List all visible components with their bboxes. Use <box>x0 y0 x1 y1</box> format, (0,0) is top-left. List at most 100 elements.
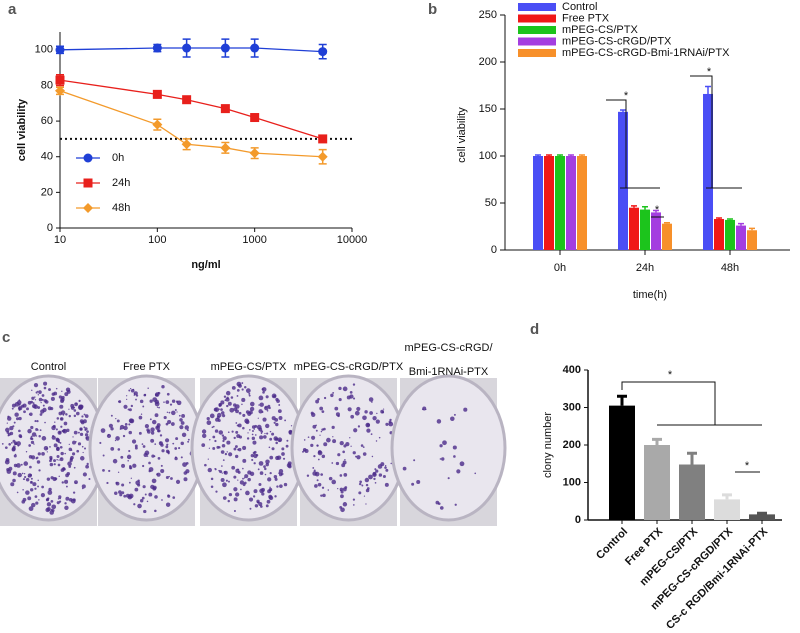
colony <box>256 501 260 504</box>
colony <box>121 463 126 468</box>
bar <box>714 499 740 520</box>
colony <box>222 414 226 418</box>
colony <box>49 462 54 467</box>
bar <box>662 223 672 250</box>
colony <box>321 486 325 489</box>
colony <box>46 502 52 507</box>
colony <box>128 423 131 426</box>
colony <box>265 504 269 508</box>
colony <box>210 477 214 481</box>
colony <box>13 463 18 468</box>
colony <box>138 431 142 435</box>
colony <box>277 409 282 413</box>
colony <box>178 414 181 417</box>
colony <box>25 490 30 495</box>
colony <box>244 418 250 424</box>
fit-line <box>59 47 323 53</box>
colony <box>334 406 339 411</box>
colony <box>343 444 347 448</box>
y-tick-label: 400 <box>563 364 581 376</box>
colony <box>28 444 31 447</box>
colony <box>315 399 319 404</box>
colony <box>132 463 137 468</box>
colony <box>346 395 351 400</box>
colony <box>116 419 120 423</box>
colony <box>304 448 309 454</box>
colony <box>165 445 169 449</box>
colony <box>29 488 34 492</box>
colony <box>254 434 257 436</box>
colony <box>46 477 51 481</box>
colony <box>140 413 143 415</box>
colony <box>27 428 32 434</box>
colony <box>316 479 319 482</box>
colony <box>59 417 64 421</box>
colony <box>1 443 4 445</box>
colony <box>156 406 159 408</box>
colony <box>128 389 131 392</box>
colony <box>321 454 326 459</box>
colony <box>51 392 56 396</box>
colony <box>230 396 234 399</box>
colony <box>288 429 293 435</box>
colony <box>373 477 376 481</box>
colony <box>268 495 274 501</box>
colony <box>352 383 356 386</box>
bar <box>566 156 576 250</box>
colony <box>37 429 39 431</box>
colony <box>72 436 74 438</box>
colony <box>221 434 225 437</box>
colony <box>235 468 240 473</box>
colony <box>358 491 362 495</box>
colony <box>228 493 233 497</box>
colony <box>356 455 361 460</box>
colony <box>453 455 456 458</box>
colony <box>31 502 36 508</box>
colony <box>365 483 369 487</box>
colony <box>35 501 39 505</box>
colony <box>439 506 444 510</box>
significance: * <box>668 369 673 381</box>
colony <box>13 454 17 458</box>
colony <box>233 475 237 479</box>
colony <box>234 454 239 459</box>
colony <box>6 422 8 424</box>
colony <box>127 459 129 462</box>
error-bar <box>738 222 744 226</box>
colony <box>143 393 147 397</box>
colony <box>245 490 250 496</box>
colony <box>275 422 279 427</box>
colony <box>330 393 334 398</box>
colony <box>209 439 211 441</box>
colony <box>160 443 164 447</box>
y-tick-label: 0 <box>575 514 581 526</box>
colony <box>220 477 225 482</box>
colony <box>115 436 120 441</box>
colony <box>23 410 26 414</box>
colony <box>139 399 144 404</box>
colony <box>68 447 73 452</box>
x-tick-label: 48h <box>721 262 739 274</box>
colony <box>242 477 244 480</box>
colony <box>16 441 21 446</box>
colony <box>273 475 278 479</box>
colony <box>107 434 110 436</box>
error-bar <box>653 209 659 213</box>
colony <box>164 438 170 443</box>
colony <box>439 444 443 448</box>
bar <box>533 156 543 250</box>
colony <box>220 408 223 411</box>
error-bar <box>620 109 626 112</box>
colony <box>168 475 170 478</box>
colony <box>66 428 70 433</box>
colony <box>73 430 78 435</box>
colony <box>262 391 265 394</box>
colony <box>258 404 260 406</box>
colony <box>38 469 41 472</box>
colony <box>8 466 13 471</box>
colony <box>335 412 340 417</box>
colony <box>84 447 87 450</box>
bar <box>618 111 628 250</box>
error-bar <box>557 154 563 156</box>
colony <box>138 415 143 420</box>
